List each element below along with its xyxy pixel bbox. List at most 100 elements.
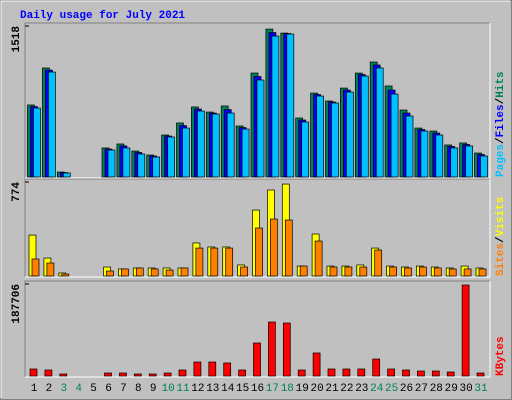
x-tick-label: 3 (60, 383, 67, 395)
chart-title: Daily usage for July 2021 (20, 10, 185, 22)
panel-bevel (25, 23, 491, 179)
bar (478, 268, 487, 277)
panel-bevel (24, 178, 490, 277)
bar (240, 266, 248, 277)
bar (316, 95, 324, 178)
bar (463, 268, 472, 277)
bar (299, 265, 308, 277)
bar (268, 321, 276, 377)
bar (182, 127, 190, 178)
x-tick-label: 16 (251, 383, 264, 395)
x-tick-label: 24 (370, 383, 384, 395)
bar (314, 240, 323, 277)
x-tick-label: 2 (46, 383, 53, 395)
legend-separator: / (495, 137, 507, 144)
x-tick-label: 25 (385, 383, 398, 395)
legend: Sites/Visits (495, 197, 507, 276)
bar (44, 369, 53, 377)
bar (271, 35, 280, 178)
bar (357, 368, 366, 377)
legend-separator: / (495, 236, 507, 243)
bar (211, 113, 220, 178)
x-tick-label: 26 (400, 383, 413, 395)
bar (297, 369, 306, 377)
bar (476, 372, 485, 377)
legend: Pages/Files/Hits (495, 71, 507, 177)
legend-label: Visits (495, 197, 507, 237)
bar (180, 267, 189, 277)
bar (372, 358, 381, 377)
bar (465, 145, 473, 178)
x-tick-label: 18 (281, 383, 294, 395)
legend-label: Sites (495, 243, 507, 276)
bar (106, 270, 114, 277)
x-tick-label: 19 (296, 383, 309, 395)
bar (256, 79, 265, 178)
bar (226, 112, 235, 178)
x-tick-label: 10 (161, 383, 174, 395)
x-tick-label: 22 (340, 383, 353, 395)
x-tick-label: 30 (459, 383, 472, 395)
bar (152, 156, 161, 178)
bar (133, 373, 142, 377)
x-tick-label: 8 (135, 383, 142, 395)
x-tick-label: 31 (474, 383, 488, 395)
x-tick-label: 23 (355, 383, 368, 395)
legend-separator: / (495, 97, 507, 104)
bar (346, 91, 354, 178)
y-tick-label: 1518 (11, 26, 23, 53)
bar (417, 370, 425, 377)
bar (119, 372, 127, 377)
bar (208, 361, 217, 377)
y-tick-label: 774 (11, 182, 23, 202)
bar (253, 342, 261, 377)
bar (167, 136, 175, 178)
bar (104, 372, 112, 377)
x-tick-label: 1 (31, 383, 38, 395)
bar (33, 107, 41, 178)
bar (255, 227, 263, 277)
bar (374, 249, 383, 277)
bar (342, 368, 351, 377)
bar (107, 149, 116, 178)
x-tick-label: 20 (310, 383, 323, 395)
x-tick-label: 27 (415, 383, 428, 395)
bar (197, 110, 205, 178)
bar (387, 368, 395, 377)
x-tick-label: 7 (120, 383, 127, 395)
bar (461, 284, 470, 377)
bar (390, 93, 399, 178)
x-tick-label: 13 (206, 383, 219, 395)
bar (375, 67, 384, 178)
bar (223, 362, 232, 377)
bar (450, 147, 459, 178)
bar (433, 267, 442, 277)
bar (331, 102, 339, 178)
y-tick-label: 187706 (11, 284, 23, 324)
bar (389, 266, 397, 277)
bar (329, 266, 338, 277)
bar (48, 71, 56, 178)
bar (431, 370, 440, 377)
bar (225, 247, 234, 277)
bar (46, 262, 55, 277)
bar (405, 115, 414, 178)
bar (163, 372, 172, 377)
x-tick-label: 9 (150, 383, 157, 395)
bar (301, 121, 310, 178)
x-tick-label: 5 (90, 383, 97, 395)
bar (327, 368, 336, 377)
bar (419, 266, 427, 277)
bar (480, 155, 488, 178)
bar (420, 130, 429, 178)
panel-bevel (24, 280, 490, 377)
bar (59, 373, 68, 377)
bar (238, 369, 246, 377)
x-tick-label: 15 (236, 383, 249, 395)
bar (29, 368, 38, 377)
legend-label: Pages (495, 144, 507, 177)
x-tick-label: 12 (191, 383, 204, 395)
bar (448, 268, 457, 277)
